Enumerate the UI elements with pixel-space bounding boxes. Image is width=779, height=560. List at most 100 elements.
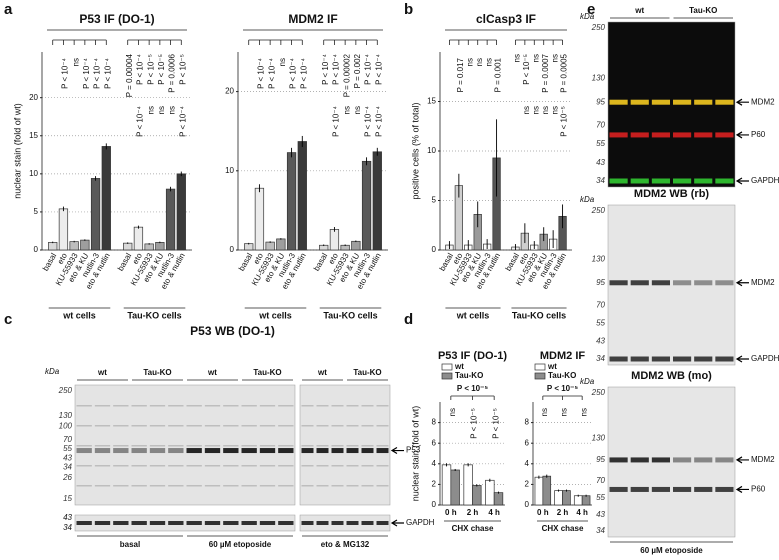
band [204,425,221,427]
bar [133,226,144,251]
band [113,485,129,487]
band [715,99,734,105]
annotation: P < 10⁻⁴ [136,105,145,136]
band [346,405,359,407]
band [76,445,92,447]
unit-label: kDa [45,367,60,376]
band [331,405,344,407]
arrow [735,456,749,464]
bar [254,187,265,251]
band [241,485,257,487]
marker-label: 43 [596,337,605,346]
band [241,465,257,467]
arrow-label: GAPDH [406,518,435,527]
marker-label: 70 [63,435,72,444]
unit-label: kDa [580,377,595,386]
y-tick-label: 0 [34,245,39,254]
lane-label: Tau-KO [689,6,717,15]
band [331,445,344,447]
annotation: P < 10⁻⁵ [560,106,569,137]
y-tick-label: 0 [525,500,530,509]
panel-letter: b [404,1,413,18]
annotation: P < 10⁻⁴ [93,57,102,88]
annotation: ns [448,408,457,416]
band [609,178,628,184]
band [241,405,257,407]
comparison: P = 0.002 [353,53,362,88]
condition-label: 60 µM etoposide [209,540,272,549]
blot-image [607,386,736,538]
band [316,448,329,454]
lane-label: wt [207,368,217,377]
band [331,465,344,467]
arrow [735,177,749,185]
marker-label: 55 [596,139,605,148]
band [301,465,314,467]
legend-label: Tau-KO [548,371,576,380]
marker-label: 250 [591,388,606,397]
chart-title: MDM2 IF [540,350,586,362]
band [204,465,221,467]
band [223,465,239,467]
band [630,99,649,105]
band [94,425,111,427]
band [316,485,329,487]
band [241,521,257,525]
band [186,465,202,467]
band [168,445,184,447]
y-tick-label: 2 [432,480,437,489]
band [694,99,713,105]
annotation: ns [541,106,550,114]
unit-label: kDa [580,195,595,204]
comparison: P < 10⁻⁴ [321,53,330,84]
marker-label: 34 [596,526,605,535]
band [223,521,239,525]
blot-title: P53 WB (DO-1) [190,324,275,338]
marker-label: 250 [591,206,606,215]
annotation: ns [550,106,559,114]
band [204,521,221,525]
band [346,445,359,447]
band [149,405,166,407]
condition-label: basal [120,540,140,549]
comparison: ns [550,54,559,62]
annotation: P < 10⁻⁴ [82,57,91,88]
annotation: P < 10⁻⁴ [267,57,276,88]
bar [351,240,361,251]
group-label: Tau-KO cells [127,310,181,320]
legend-label: wt [547,362,557,371]
blot-image [74,514,296,532]
annotation: P < 10⁻⁴ [257,57,266,88]
bar [155,242,165,251]
band [278,448,294,454]
marker-label: 55 [63,444,72,453]
y-tick-label: 6 [525,438,530,447]
band [278,425,294,427]
x-axis-label: CHX chase [452,524,494,533]
band [76,425,92,427]
band [278,465,294,467]
annotation: ns [540,408,549,416]
panel-letter: d [404,311,413,328]
band [673,356,692,362]
arrow [735,355,749,363]
marker-label: 95 [596,97,605,106]
y-tick-label: 0 [230,245,235,254]
band [259,425,276,427]
annotation: ns [342,106,351,114]
band [376,485,389,487]
band [609,457,628,463]
annotation: ns [168,106,177,114]
band [223,445,239,447]
annotation: ns [278,58,287,66]
band [361,445,374,447]
band [204,485,221,487]
y-tick-label: 8 [525,418,530,427]
band [241,445,257,447]
band [609,356,628,362]
band [259,465,276,467]
band [715,356,734,362]
comparison: P = 0.0007 [541,53,550,92]
y-axis-label: nuclear stain (fold of wt) [12,103,22,199]
